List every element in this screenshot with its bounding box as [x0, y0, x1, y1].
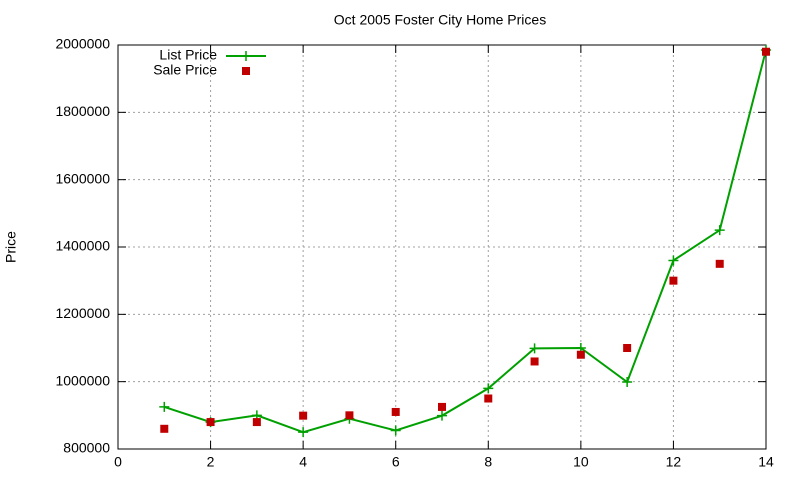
chart-title: Oct 2005 Foster City Home Prices [334, 12, 546, 28]
x-tick-label: 8 [484, 454, 492, 470]
point-marker [483, 383, 494, 394]
point-marker [622, 377, 633, 388]
point-marker [345, 411, 354, 420]
series-line [163, 49, 767, 434]
x-tick-label: 14 [758, 454, 774, 470]
point-marker [715, 259, 724, 268]
point-marker [484, 394, 493, 403]
point-marker [391, 407, 400, 416]
x-tick-label: 4 [299, 454, 307, 470]
point-marker [252, 418, 261, 427]
x-tick-label: 6 [392, 454, 400, 470]
point-marker [438, 402, 446, 411]
y-tick-label: 1400000 [55, 238, 110, 254]
plot-border [117, 44, 767, 450]
x-tick-label: 2 [207, 454, 215, 470]
legend-label: Sale Price [153, 62, 217, 78]
y-tick-label: 800000 [63, 440, 110, 456]
y-tick-label: 1800000 [55, 103, 110, 119]
x-tick-label: 12 [666, 454, 682, 470]
point-marker [714, 225, 725, 236]
y-tick-label: 1200000 [55, 305, 110, 321]
point-marker [299, 411, 308, 420]
point-marker [762, 47, 770, 56]
point-marker [529, 343, 540, 354]
y-axis-label: Price [3, 231, 19, 263]
legend-label: List Price [159, 47, 217, 63]
x-tick-label: 0 [114, 454, 122, 470]
point-marker [669, 276, 678, 285]
point-marker [298, 427, 309, 438]
point-marker [437, 410, 447, 421]
point-marker [623, 344, 632, 352]
y-tick-label: 2000000 [55, 36, 110, 52]
y-tick-label: 1000000 [55, 372, 110, 388]
point-marker [530, 357, 539, 366]
legend-marker [241, 51, 251, 61]
point-marker [668, 255, 679, 266]
x-tick-label: 10 [573, 454, 589, 470]
point-marker [576, 350, 585, 359]
point-marker [160, 424, 169, 433]
point-marker [159, 401, 170, 412]
point-marker [206, 418, 215, 427]
y-tick-label: 1600000 [55, 170, 110, 186]
point-marker [390, 425, 401, 436]
legend-marker [242, 67, 250, 75]
